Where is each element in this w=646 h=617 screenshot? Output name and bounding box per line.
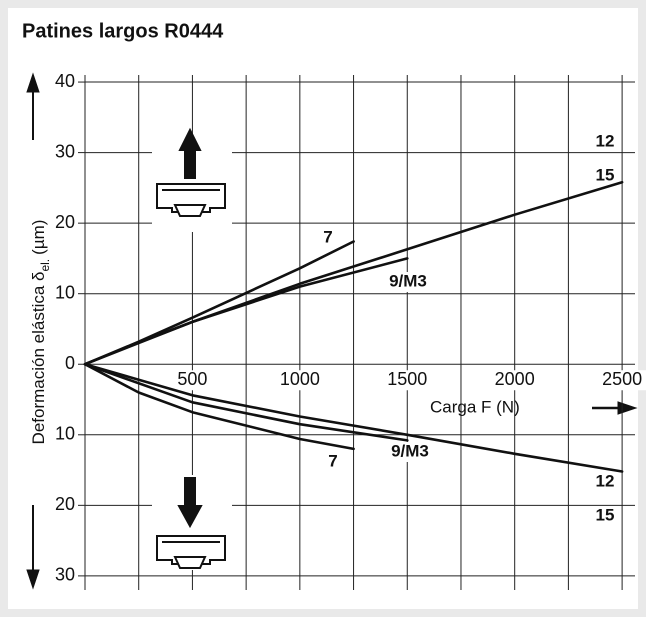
icon-rail <box>173 556 207 569</box>
label-bg <box>394 272 424 292</box>
label-bg <box>591 166 621 186</box>
series-label: 7 <box>328 451 337 470</box>
x-tick-label: 1000 <box>280 369 320 389</box>
label-bg <box>591 472 621 492</box>
series-label: 15 <box>596 165 615 184</box>
x-axis-label: Carga F (N) <box>430 397 520 416</box>
label-bg <box>591 506 621 526</box>
icon-arrow-head <box>178 127 202 151</box>
icon-rail <box>173 204 207 217</box>
tick-label-bg <box>490 370 539 391</box>
chart-title: Patines largos R0444 <box>22 20 224 42</box>
tick-label-bg <box>383 370 432 391</box>
x-tick-label: 500 <box>177 369 207 389</box>
y-tick-label: 30 <box>55 141 75 161</box>
tick-label-bg <box>168 370 217 391</box>
y-tick-label: 30 <box>55 565 75 585</box>
label-bg <box>591 132 621 152</box>
icon-arrow-head <box>177 505 203 529</box>
y-tick-label: 20 <box>55 494 75 514</box>
y-axis-label: Deformación elástica δel. (µm) <box>29 220 52 445</box>
label-bg <box>314 228 344 248</box>
x-tick-label: 1500 <box>387 369 427 389</box>
series-label: 12 <box>596 471 615 490</box>
icon-arrow <box>184 147 196 179</box>
series-line <box>83 180 624 366</box>
series-label: 9/M3 <box>391 441 429 460</box>
panel <box>8 8 638 609</box>
icon-arrow <box>184 477 196 509</box>
y-axis-label-main: Deformación elástica δ <box>29 272 48 445</box>
label-bg <box>396 442 426 462</box>
icon-down <box>152 475 232 570</box>
series-line <box>83 362 355 451</box>
arrow-head <box>26 569 40 590</box>
arrow-head <box>26 72 40 93</box>
series-label: 9/M3 <box>389 271 427 290</box>
series-label: 15 <box>596 505 615 524</box>
y-tick-label: 10 <box>55 424 75 444</box>
x-tick-label: 2000 <box>495 369 535 389</box>
series-label: 12 <box>596 131 615 150</box>
y-tick-label: 10 <box>55 282 75 302</box>
y-tick-label: 40 <box>55 71 75 91</box>
icon-up <box>152 127 232 232</box>
label-bg <box>319 452 349 472</box>
y-axis-label-sub: el. <box>38 259 52 272</box>
series-line <box>83 362 624 473</box>
tick-label-bg <box>598 370 646 391</box>
y-tick-label: 0 <box>65 353 75 373</box>
y-tick-label: 20 <box>55 212 75 232</box>
x-tick-label: 2500 <box>602 369 642 389</box>
series-line <box>83 362 409 442</box>
y-axis-label-unit: (µm) <box>29 220 48 255</box>
grid-layer <box>78 75 646 590</box>
axis-arrows <box>26 72 638 590</box>
tick-label-bg <box>275 370 324 391</box>
series-label: 7 <box>323 227 332 246</box>
